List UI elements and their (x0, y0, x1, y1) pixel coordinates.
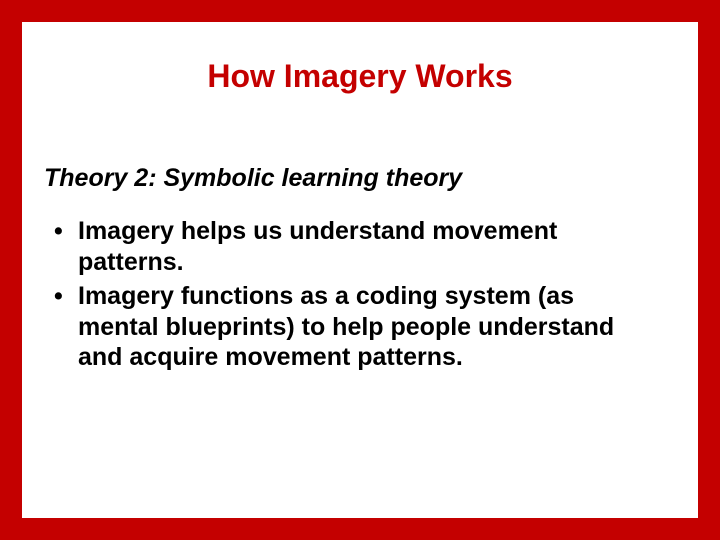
bullet-list: Imagery helps us understand movement pat… (78, 216, 658, 377)
list-item: Imagery helps us understand movement pat… (78, 216, 658, 277)
slide-subtitle: Theory 2: Symbolic learning theory (44, 164, 462, 193)
slide-title: How Imagery Works (22, 58, 698, 95)
list-item: Imagery functions as a coding system (as… (78, 281, 658, 373)
slide-content: How Imagery Works Theory 2: Symbolic lea… (22, 22, 698, 518)
slide-frame: How Imagery Works Theory 2: Symbolic lea… (0, 0, 720, 540)
